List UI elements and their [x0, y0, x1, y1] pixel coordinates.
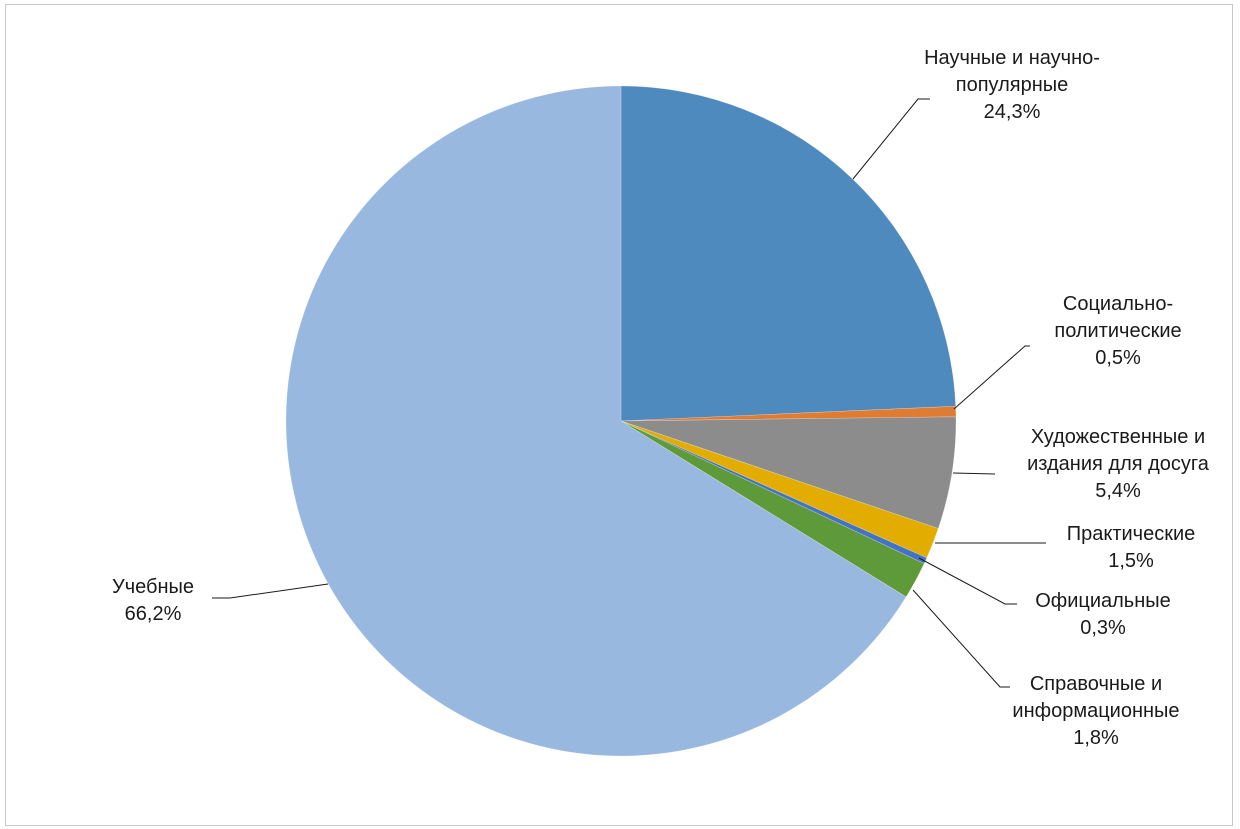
data-label-0: Научные и научно-популярные 24,3%	[924, 47, 1100, 123]
data-label-2: Художественные и издания для досуга 5,4%	[1027, 426, 1210, 502]
leader-line-4	[918, 557, 1017, 605]
data-label-value: 66,2%	[125, 603, 182, 625]
data-label-6: Учебные 66,2%	[112, 576, 194, 625]
data-label-category: Научные и научно-	[924, 47, 1100, 69]
pie-slice-4	[620, 420, 928, 565]
data-label-category: Практические	[1067, 523, 1196, 545]
data-label-3: Практические 1,5%	[1067, 523, 1196, 572]
leader-line-2	[952, 472, 996, 475]
pie-slice-0	[620, 85, 956, 422]
data-label-category: Справочные и	[1030, 673, 1162, 695]
data-label-category: популярные	[956, 74, 1069, 96]
data-label-5: Справочные и информационные 1,8%	[1012, 673, 1179, 749]
pie-slice-6	[285, 85, 907, 757]
pie-slices	[285, 85, 957, 757]
data-label-category: издания для досуга	[1027, 453, 1210, 475]
data-label-value: 0,3%	[1080, 617, 1126, 639]
data-labels: Научные и научно-популярные 24,3% Социальн…	[112, 47, 1210, 749]
pie-slice-1	[620, 405, 957, 422]
data-label-value: 0,5%	[1095, 347, 1141, 369]
leader-line-5	[912, 589, 1010, 688]
data-label-category: Учебные	[112, 576, 194, 598]
leader-line-0	[852, 98, 930, 180]
data-label-category: Официальные	[1035, 590, 1171, 612]
data-label-value: 1,5%	[1108, 550, 1154, 572]
data-label-category: Социально-	[1063, 293, 1173, 315]
pie-slice-2	[620, 416, 957, 529]
leader-line-6	[212, 583, 329, 599]
data-label-4: Официальные 0,3%	[1035, 590, 1171, 639]
leader-line-1	[953, 345, 1030, 410]
data-label-1: Социально-политические 0,5%	[1054, 293, 1181, 369]
data-label-value: 24,3%	[984, 101, 1041, 123]
data-label-category: политические	[1054, 320, 1181, 342]
pie-slice-3	[620, 420, 939, 559]
data-label-category: Художественные и	[1031, 426, 1205, 448]
data-label-value: 5,4%	[1095, 480, 1141, 502]
pie-slice-5	[620, 420, 925, 598]
data-label-value: 1,8%	[1073, 727, 1119, 749]
data-label-category: информационные	[1012, 700, 1179, 722]
leader-lines	[212, 98, 1046, 688]
